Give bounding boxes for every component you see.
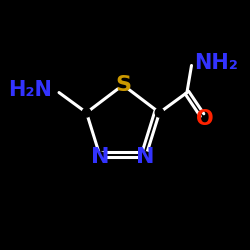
Circle shape	[140, 152, 151, 163]
Circle shape	[82, 108, 91, 117]
Text: N: N	[136, 147, 155, 167]
Text: H₂N: H₂N	[8, 80, 52, 100]
Circle shape	[118, 80, 128, 90]
Circle shape	[95, 152, 106, 163]
Text: N: N	[91, 147, 110, 167]
Circle shape	[155, 108, 164, 117]
Text: NH₂: NH₂	[194, 53, 238, 73]
Text: S: S	[115, 75, 131, 95]
Text: O: O	[196, 109, 213, 129]
